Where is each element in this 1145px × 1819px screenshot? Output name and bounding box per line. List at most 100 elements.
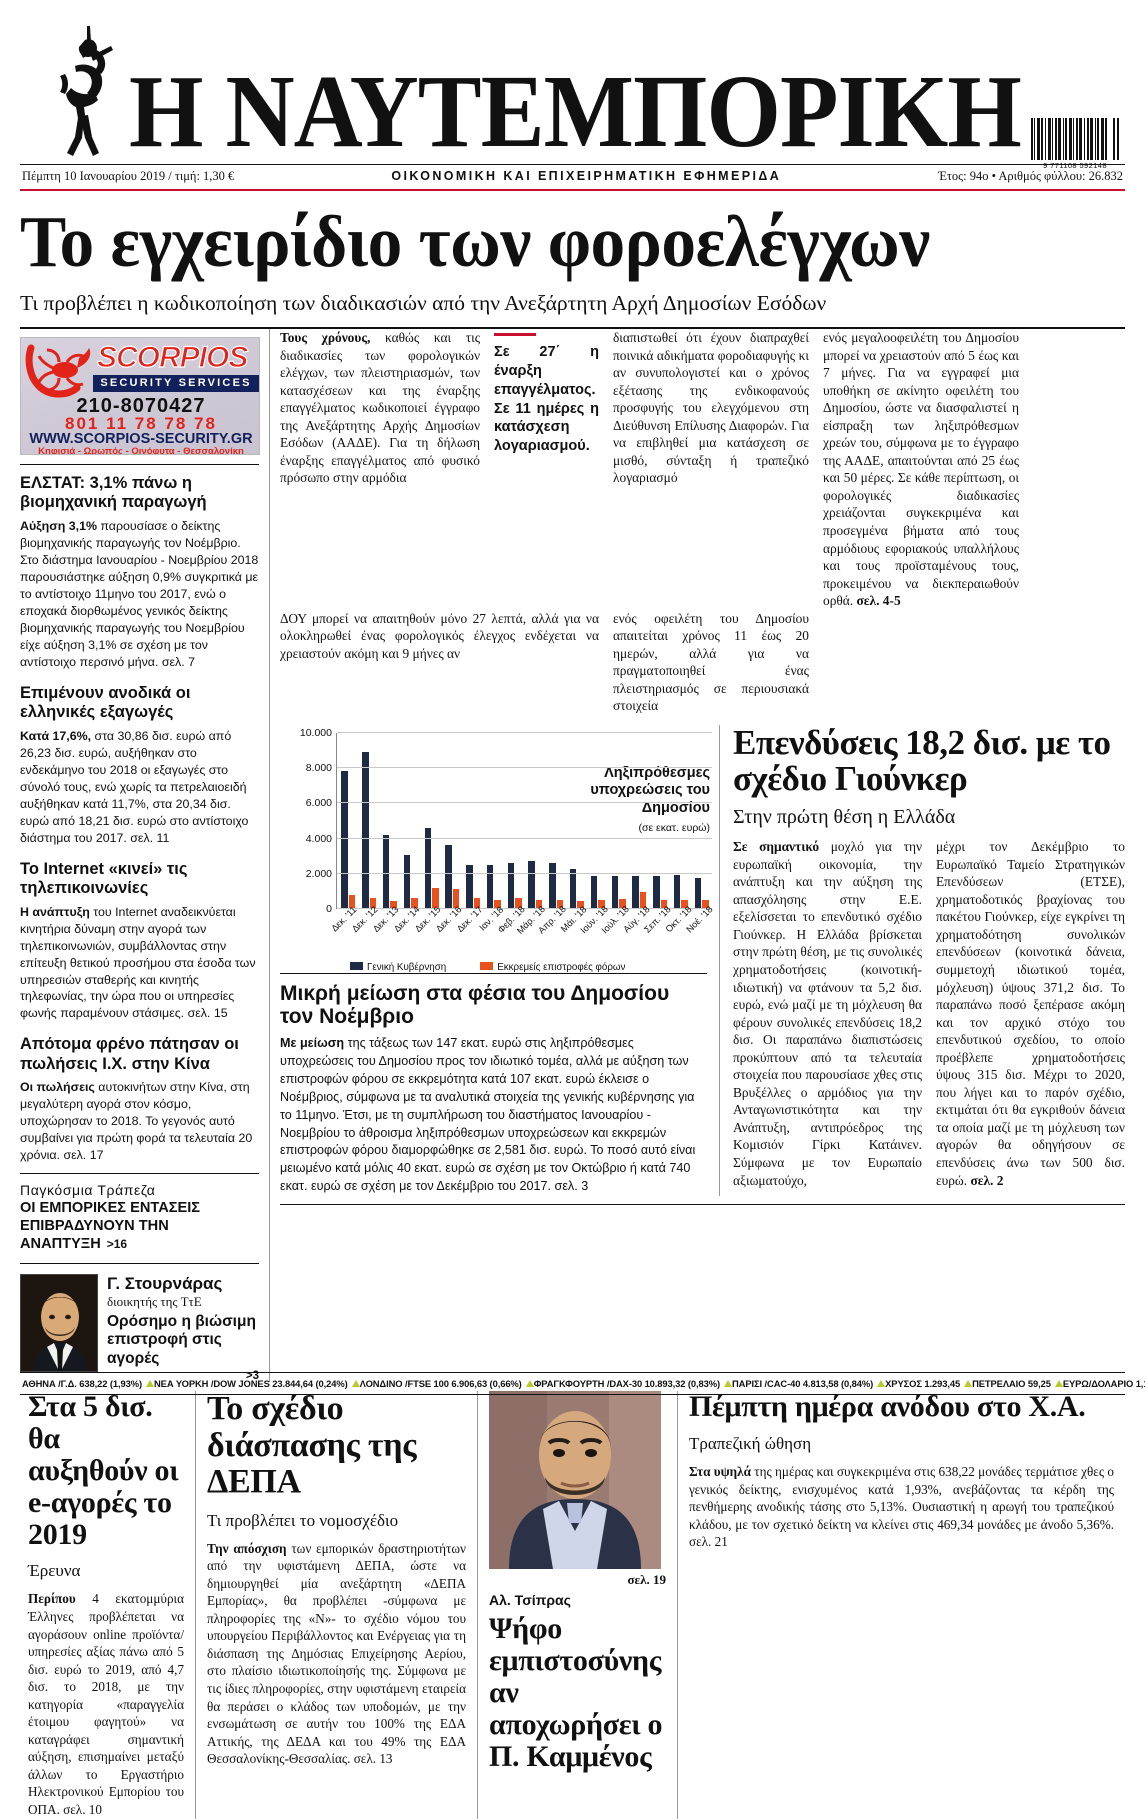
chart-y-tick-label: 6.000 <box>305 797 332 810</box>
photo-tsipras <box>489 1391 661 1570</box>
masthead: Η ΝΑΥΤΕΜΠΟΡΙΚΗ 9 771108 592148 <box>20 0 1125 170</box>
top-story-wide-run: ΔΟΥ μπορεί να απαιτηθούν μόνο 27 λεπτά, … <box>280 610 1125 715</box>
ticker-item: ΦΡΑΓΚΦΟΥΡΤΗ /DAX-30 10.893,32 (0,83%) <box>534 1378 733 1389</box>
story-tsipras[interactable]: σελ. 19 Αλ. Τσίπρας Ψήφο εμπιστοσύνης αν… <box>478 1391 678 1819</box>
top-story[interactable]: Τους χρόνους, καθώς και τις διαδικασίες … <box>280 329 1125 610</box>
chart-bar-general-government <box>507 862 515 910</box>
brief-text: αυτοκινήτων στην Κίνα, στη μεγαλύτερη αγ… <box>20 1080 253 1163</box>
chart-bar-group <box>421 733 442 910</box>
chart-bar-group <box>567 733 588 910</box>
chart-bar-group <box>546 733 567 910</box>
person-name: Γ. Στουρνάρας <box>107 1273 223 1293</box>
market-ticker-bar: ΑΘΗΝΑ /Γ.Δ. 638,22 (1,93%) ΝΕΑ ΥΟΡΚΗ /DOW… <box>20 1372 1145 1395</box>
dateline-date-price: Πέμπτη 10 Ιανουαρίου 2019 / τιμή: 1,30 € <box>22 169 235 183</box>
brief-lead-in: Η ανάπτυξη <box>20 904 90 919</box>
chart-bar-general-government <box>403 855 411 910</box>
juncker-story[interactable]: Επενδύσεις 18,2 δισ. με το σχέδιο Γιούνκ… <box>720 724 1125 1196</box>
lead-subhead: Τι προβλέπει η κωδικοποίηση των διαδικασ… <box>20 291 827 315</box>
ticker-item: ΠΑΡΙΣΙ /CAC-40 4.813,58 (0,84%) <box>732 1378 886 1389</box>
ticker-item: ΑΘΗΝΑ /Γ.Δ. 638,22 (1,93%) <box>22 1378 154 1389</box>
top-story-col4-text: ενός μεγαλοοφειλέτη του Δημοσίου μπορεί … <box>823 330 1019 609</box>
chart-bar-pending-refunds <box>390 901 397 910</box>
brief-text: παρουσίασε ο δείκτης βιομηχανικής παραγω… <box>20 518 259 669</box>
brief-elstat[interactable]: ΕΛΣΤΑΤ: 3,1% πάνω η βιομηχανική παραγωγή… <box>20 465 259 671</box>
chart-bar-group <box>483 733 504 910</box>
brief-body: Η ανάπτυξη του Internet αναδεικνύεται κι… <box>20 904 259 1023</box>
chart-bar-group <box>608 733 629 910</box>
chart-bar-pending-refunds <box>432 888 439 910</box>
top-story-wide-a: ΔΟΥ μπορεί να απαιτηθούν μόνο 27 λεπτά, … <box>280 610 599 715</box>
scorpios-advertisement[interactable]: SCORPIOS SECURITY SERVICES 210-8070427 8… <box>20 337 260 455</box>
depa-lead-in: Την απόσχιση <box>207 1540 287 1556</box>
world-bank-page-ref: >16 <box>106 1236 128 1251</box>
ticker-item: ΕΥΡΩ/ΔΟΛΑΡΙΟ 1,155 <box>1063 1378 1145 1389</box>
top-story-col4: ενός μεγαλοοφειλέτη του Δημοσίου μπορεί … <box>823 329 1019 610</box>
arrow-up-icon <box>525 1380 534 1387</box>
dateline-issue-info: Έτος: 94ο • Αριθμός φύλλου: 26.832 <box>938 169 1123 183</box>
brief-china-cars[interactable]: Απότομα φρένο πάτησαν οι πωλήσεις Ι.Χ. σ… <box>20 1026 259 1164</box>
legend-item-general-government: Γενική Κυβέρνηση <box>350 962 446 973</box>
brief-lead-in: Οι πωλήσεις <box>20 1080 95 1095</box>
ticker-label-value: ΝΕΑ ΥΟΡΚΗ /DOW JONES 23.844,64 (0,24%) <box>154 1378 348 1389</box>
arrow-up-icon <box>964 1380 973 1387</box>
rule-above-worldbank <box>20 1173 259 1175</box>
legend-swatch-dark <box>350 962 363 971</box>
chart-x-tick: Δεκ. '17 <box>454 904 485 935</box>
rule-above-bottom <box>280 1204 1125 1206</box>
main-grid: SCORPIOS SECURITY SERVICES 210-8070427 8… <box>20 329 1125 1383</box>
chart-gridline: 10.000 <box>300 727 712 739</box>
world-bank-headline-line2: ΕΠΙΒΡΑΔΥΝΟΥΝ ΤΗΝ ΑΝΑΠΤΥΞΗ <box>20 1218 169 1252</box>
chart-bar-pending-refunds <box>348 894 356 910</box>
rule-under-ad <box>20 464 259 465</box>
chart-bar-pending-refunds <box>577 901 584 910</box>
chart-bar-general-government <box>549 862 556 910</box>
brief-internet[interactable]: Το Internet «κινεί» τις τηλεπικοινωνίες … <box>20 851 259 1023</box>
juncker-columns: Σε σημαντικό μοχλό για την ευρωπαϊκή οικ… <box>733 838 1125 1189</box>
chart-bar-general-government <box>486 865 494 910</box>
portrait-image <box>21 1274 97 1371</box>
depa-headline: Το σχέδιο διάσπασης της ΔΕΠΑ <box>207 1390 417 1500</box>
brief-exports[interactable]: Επιμένουν ανοδικά οι ελληνικές εξαγωγές … <box>20 675 259 847</box>
chart-x-tick: Νοέ. '18 <box>683 904 715 935</box>
chart-bar-pending-refunds <box>535 899 543 910</box>
chart-bar-pending-refunds <box>660 899 668 910</box>
bottom-section: Στα 5 δισ. θα αυξηθούν οι e-αγορές το 20… <box>20 1390 1125 1819</box>
chart-bar-general-government <box>528 860 535 910</box>
top-story-wide-b-text: ενός οφειλέτη του Δημοσίου απαιτείται χρ… <box>613 610 809 714</box>
eshop-headline: Στα 5 δισ. θα αυξηθούν οι e-αγορές το 20… <box>28 1390 179 1551</box>
ticker-label-value: ΠΑΡΙΣΙ /CAC-40 4.813,58 (0,84%) <box>732 1378 874 1389</box>
brief-stournaras[interactable]: Γ. Στουρνάρας διοικητής της ΤτΕ Ορόσημο … <box>20 1264 259 1383</box>
story-eshop[interactable]: Στα 5 δισ. θα αυξηθούν οι e-αγορές το 20… <box>20 1390 196 1819</box>
ad-brand-name: SCORPIOS <box>96 340 249 374</box>
chart-title-text: Ληξιπρόθεσμες υποχρεώσεις του Δημοσίου <box>590 765 710 816</box>
chart-bar-general-government <box>341 770 348 910</box>
top-story-page-ref: σελ. 4-5 <box>856 593 901 609</box>
brief-lead-in: Αύξηση 3,1% <box>20 518 97 533</box>
lead-headline: Το εγχειρίδιο των φοροελέγχων <box>20 201 930 282</box>
chart-story-block: Ληξιπρόθεσμες υποχρεώσεις του Δημοσίου (… <box>280 725 720 1197</box>
chart-bar-general-government <box>673 875 681 910</box>
person-page-ref: >3 <box>245 1370 259 1383</box>
chart-plot-area: 0 2.000 4.000 6.000 8.000 10.000 <box>300 727 712 915</box>
eshop-text: 4 εκατομμύρια Έλληνες προβλέπεται να αγο… <box>28 1591 184 1818</box>
barcode-bars <box>1031 118 1119 160</box>
rule-under-lead <box>20 327 1125 329</box>
arrow-up-icon <box>877 1380 886 1387</box>
rule-above-person <box>20 1262 259 1264</box>
chart-y-tick-label: 4.000 <box>305 832 332 845</box>
chart-bar-group <box>525 733 546 910</box>
brief-world-bank[interactable]: Παγκόσμια Τράπεζα ΟΙ ΕΜΠΟΡΙΚΕΣ ΕΝΤΑΣΕΙΣ … <box>20 1174 259 1253</box>
story-depa[interactable]: Το σχέδιο διάσπασης της ΔΕΠΑ Τι προβλέπε… <box>196 1390 478 1819</box>
story-stock-exchange[interactable]: Πέμπτη ημέρα ανόδου στο Χ.Α. Τραπεζική ώ… <box>678 1391 1125 1818</box>
arrow-up-icon <box>1054 1380 1063 1387</box>
ticker-label-value: ΠΕΤΡΕΛΑΙΟ 59,25 <box>972 1378 1051 1389</box>
juncker-subhead: Στην πρώτη θέση η Ελλάδα <box>733 806 956 829</box>
juncker-col2: μέχρι τον Δεκέμβριο το Ευρωπαϊκό Ταμείο … <box>936 838 1125 1189</box>
ticker-label-value: ΕΥΡΩ/ΔΟΛΑΡΙΟ 1,155 <box>1062 1378 1145 1389</box>
rule-under-chart <box>280 973 707 975</box>
scorpion-icon <box>25 344 91 398</box>
chart-bar-group <box>359 733 380 910</box>
chart-bar-general-government <box>382 834 390 910</box>
ticker-label-value: ΛΟΝΔΙΝΟ /FTSE 100 6.906,63 (0,66%) <box>359 1378 522 1389</box>
chart-bar-general-government <box>590 875 598 910</box>
